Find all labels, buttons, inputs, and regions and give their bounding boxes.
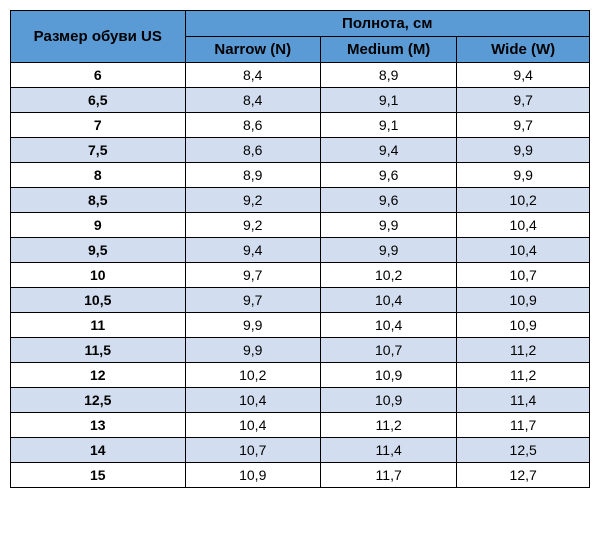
table-row: 10,59,710,410,9 xyxy=(11,288,590,313)
table-body: 68,48,99,46,58,49,19,778,69,19,77,58,69,… xyxy=(11,63,590,488)
table-row: 78,69,19,7 xyxy=(11,113,590,138)
cell-size: 11 xyxy=(11,313,186,338)
cell-medium: 9,6 xyxy=(320,163,456,188)
table-row: 119,910,410,9 xyxy=(11,313,590,338)
cell-wide: 10,7 xyxy=(457,263,590,288)
cell-narrow: 10,9 xyxy=(185,463,320,488)
header-wide: Wide (W) xyxy=(457,37,590,63)
cell-narrow: 9,7 xyxy=(185,288,320,313)
shoe-width-table: Размер обуви US Полнота, см Narrow (N) M… xyxy=(10,10,590,488)
cell-medium: 9,9 xyxy=(320,238,456,263)
cell-narrow: 10,7 xyxy=(185,438,320,463)
cell-medium: 10,9 xyxy=(320,388,456,413)
table-row: 6,58,49,19,7 xyxy=(11,88,590,113)
cell-medium: 11,4 xyxy=(320,438,456,463)
cell-wide: 9,9 xyxy=(457,163,590,188)
cell-narrow: 8,4 xyxy=(185,88,320,113)
cell-wide: 12,7 xyxy=(457,463,590,488)
cell-size: 9,5 xyxy=(11,238,186,263)
cell-narrow: 8,4 xyxy=(185,63,320,88)
cell-narrow: 8,6 xyxy=(185,138,320,163)
cell-wide: 10,9 xyxy=(457,288,590,313)
cell-wide: 10,4 xyxy=(457,213,590,238)
cell-size: 12,5 xyxy=(11,388,186,413)
cell-size: 7,5 xyxy=(11,138,186,163)
table-row: 109,710,210,7 xyxy=(11,263,590,288)
cell-size: 9 xyxy=(11,213,186,238)
table-header: Размер обуви US Полнота, см Narrow (N) M… xyxy=(11,11,590,63)
cell-size: 11,5 xyxy=(11,338,186,363)
header-medium: Medium (M) xyxy=(320,37,456,63)
table-row: 88,99,69,9 xyxy=(11,163,590,188)
cell-wide: 10,9 xyxy=(457,313,590,338)
cell-size: 14 xyxy=(11,438,186,463)
cell-wide: 9,7 xyxy=(457,113,590,138)
table-row: 8,59,29,610,2 xyxy=(11,188,590,213)
table-row: 11,59,910,711,2 xyxy=(11,338,590,363)
cell-wide: 11,2 xyxy=(457,363,590,388)
table-row: 7,58,69,49,9 xyxy=(11,138,590,163)
table-row: 9,59,49,910,4 xyxy=(11,238,590,263)
table-row: 1210,210,911,2 xyxy=(11,363,590,388)
cell-narrow: 9,9 xyxy=(185,338,320,363)
cell-wide: 9,7 xyxy=(457,88,590,113)
cell-wide: 9,9 xyxy=(457,138,590,163)
cell-wide: 11,2 xyxy=(457,338,590,363)
cell-wide: 10,2 xyxy=(457,188,590,213)
cell-medium: 10,7 xyxy=(320,338,456,363)
cell-size: 15 xyxy=(11,463,186,488)
cell-narrow: 9,9 xyxy=(185,313,320,338)
cell-size: 12 xyxy=(11,363,186,388)
header-row-1: Размер обуви US Полнота, см xyxy=(11,11,590,37)
cell-medium: 11,2 xyxy=(320,413,456,438)
table-row: 1410,711,412,5 xyxy=(11,438,590,463)
cell-wide: 11,4 xyxy=(457,388,590,413)
cell-wide: 11,7 xyxy=(457,413,590,438)
cell-wide: 9,4 xyxy=(457,63,590,88)
table-row: 1510,911,712,7 xyxy=(11,463,590,488)
cell-narrow: 9,2 xyxy=(185,213,320,238)
cell-narrow: 9,4 xyxy=(185,238,320,263)
table-row: 1310,411,211,7 xyxy=(11,413,590,438)
cell-size: 7 xyxy=(11,113,186,138)
cell-narrow: 9,2 xyxy=(185,188,320,213)
header-narrow: Narrow (N) xyxy=(185,37,320,63)
cell-narrow: 9,7 xyxy=(185,263,320,288)
cell-size: 13 xyxy=(11,413,186,438)
cell-narrow: 8,9 xyxy=(185,163,320,188)
cell-medium: 9,1 xyxy=(320,113,456,138)
cell-size: 8 xyxy=(11,163,186,188)
cell-medium: 10,4 xyxy=(320,313,456,338)
cell-wide: 10,4 xyxy=(457,238,590,263)
cell-size: 8,5 xyxy=(11,188,186,213)
cell-size: 6,5 xyxy=(11,88,186,113)
cell-size: 6 xyxy=(11,63,186,88)
cell-narrow: 10,4 xyxy=(185,413,320,438)
cell-wide: 12,5 xyxy=(457,438,590,463)
cell-medium: 9,1 xyxy=(320,88,456,113)
cell-medium: 8,9 xyxy=(320,63,456,88)
header-width-group: Полнота, см xyxy=(185,11,590,37)
cell-medium: 9,9 xyxy=(320,213,456,238)
table-row: 12,510,410,911,4 xyxy=(11,388,590,413)
cell-narrow: 10,2 xyxy=(185,363,320,388)
cell-medium: 9,6 xyxy=(320,188,456,213)
cell-narrow: 8,6 xyxy=(185,113,320,138)
cell-medium: 10,9 xyxy=(320,363,456,388)
cell-size: 10,5 xyxy=(11,288,186,313)
table-row: 99,29,910,4 xyxy=(11,213,590,238)
cell-medium: 10,4 xyxy=(320,288,456,313)
cell-medium: 9,4 xyxy=(320,138,456,163)
header-size: Размер обуви US xyxy=(11,11,186,63)
cell-medium: 11,7 xyxy=(320,463,456,488)
cell-size: 10 xyxy=(11,263,186,288)
cell-medium: 10,2 xyxy=(320,263,456,288)
table-row: 68,48,99,4 xyxy=(11,63,590,88)
cell-narrow: 10,4 xyxy=(185,388,320,413)
